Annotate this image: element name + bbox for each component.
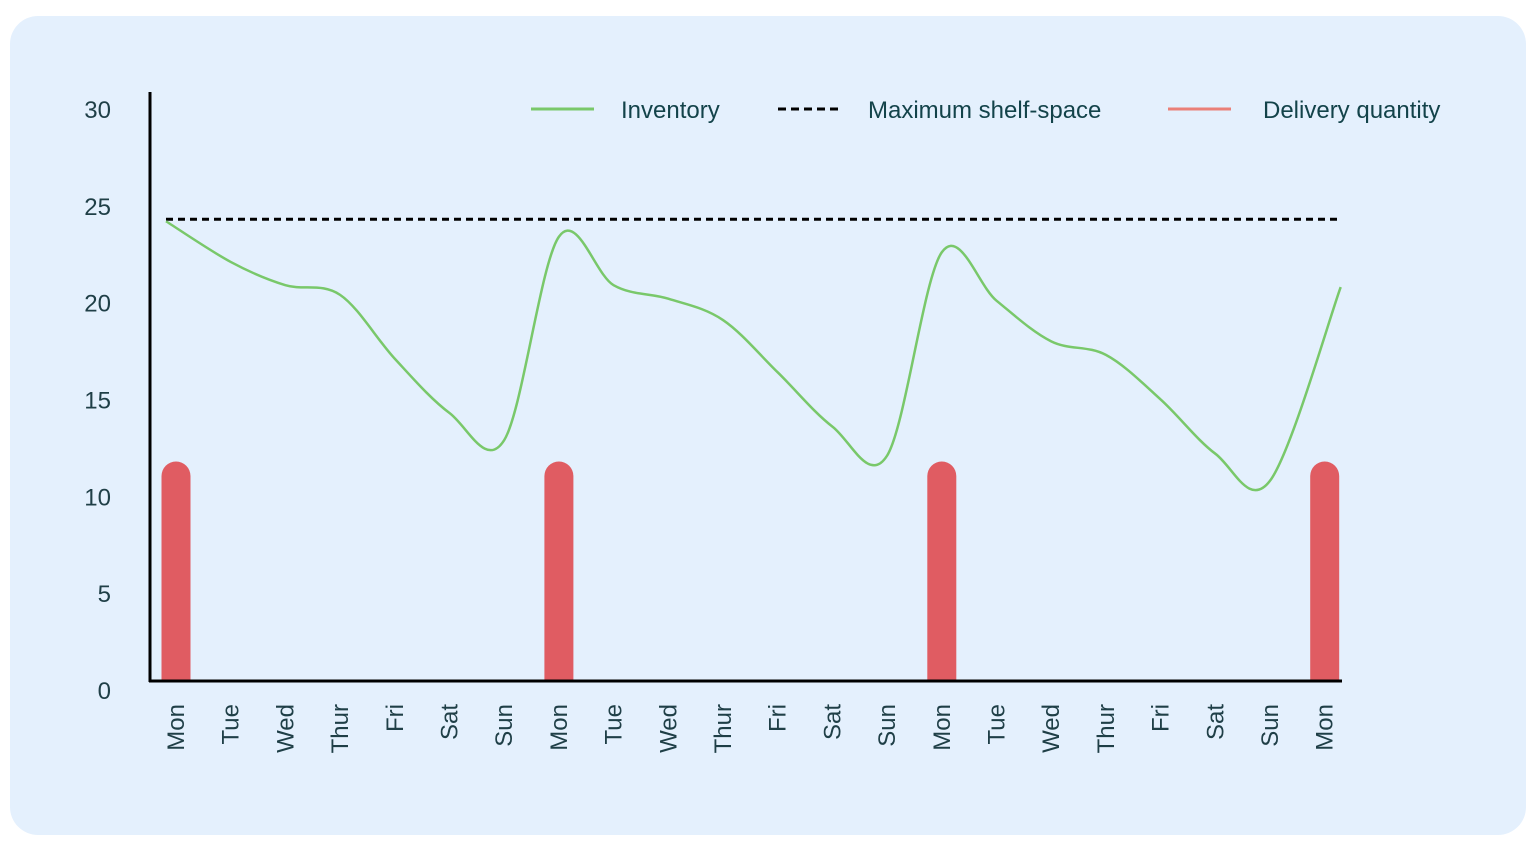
x-tick-label: Mon bbox=[1312, 704, 1339, 751]
delivery-bar bbox=[544, 461, 574, 681]
y-tick-label: 30 bbox=[84, 97, 111, 124]
y-tick-label: 5 bbox=[98, 581, 111, 608]
delivery-bars bbox=[161, 461, 1340, 681]
chart-panel bbox=[10, 16, 1526, 835]
legend-label: Delivery quantity bbox=[1263, 97, 1440, 124]
delivery-bar bbox=[1310, 461, 1340, 681]
legend-item-max-shelf-space: Maximum shelf-space bbox=[778, 97, 1101, 124]
x-tick-label: Tue bbox=[218, 704, 245, 744]
x-tick-label: Wed bbox=[655, 704, 682, 753]
x-tick-label: Sun bbox=[491, 704, 518, 747]
x-tick-label: Fri bbox=[382, 704, 409, 732]
x-tick-label: Sat bbox=[437, 704, 464, 740]
x-axis-ticks: Mon Tue Wed Thur Fri Sat Sun Mon Tue Wed Thur Fri Sa… bbox=[163, 704, 1339, 754]
inventory-line bbox=[165, 220, 1342, 492]
x-tick-label: Thur bbox=[1093, 704, 1120, 753]
legend-item-delivery-quantity: Delivery quantity bbox=[1168, 97, 1440, 124]
legend-label: Inventory bbox=[621, 97, 720, 124]
legend-item-inventory: Inventory bbox=[531, 97, 720, 124]
x-tick-label: Sun bbox=[1257, 704, 1284, 747]
x-tick-label: Tue bbox=[601, 704, 628, 744]
legend-label: Maximum shelf-space bbox=[868, 97, 1101, 124]
y-tick-label: 25 bbox=[84, 194, 111, 221]
y-tick-label: 15 bbox=[84, 387, 111, 414]
delivery-bar bbox=[927, 461, 957, 681]
legend: Inventory Maximum shelf-space Delivery q… bbox=[531, 97, 1440, 124]
x-tick-label: Fri bbox=[1148, 704, 1175, 732]
y-tick-label: 0 bbox=[98, 678, 111, 705]
x-tick-label: Thur bbox=[327, 704, 354, 753]
y-tick-label: 20 bbox=[84, 291, 111, 318]
x-tick-label: Mon bbox=[929, 704, 956, 751]
x-tick-label: Thur bbox=[710, 704, 737, 753]
x-tick-label: Sat bbox=[1202, 704, 1229, 740]
y-axis-ticks: 0 5 10 15 20 25 30 bbox=[84, 97, 111, 705]
x-tick-label: Sun bbox=[874, 704, 901, 747]
x-tick-label: Tue bbox=[984, 704, 1011, 744]
delivery-bar bbox=[161, 461, 191, 681]
x-tick-label: Sat bbox=[819, 704, 846, 740]
x-tick-label: Fri bbox=[765, 704, 792, 732]
y-tick-label: 10 bbox=[84, 484, 111, 511]
x-tick-label: Mon bbox=[546, 704, 573, 751]
x-tick-label: Wed bbox=[1038, 704, 1065, 753]
x-tick-label: Mon bbox=[163, 704, 190, 751]
x-tick-label: Wed bbox=[272, 704, 299, 753]
